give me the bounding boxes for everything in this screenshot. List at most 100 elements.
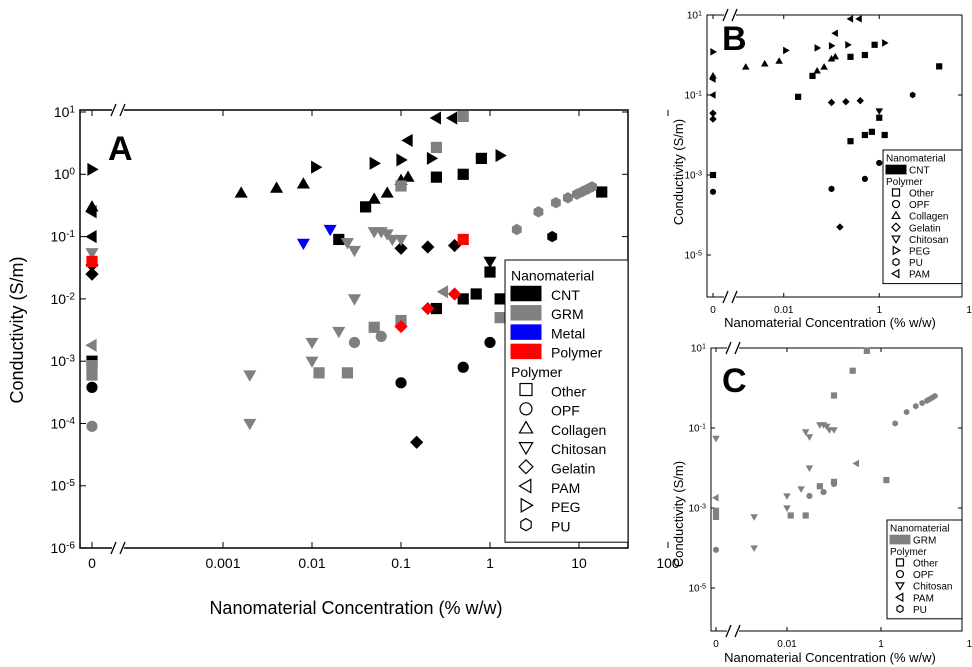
legend-label-cnt: CNT <box>551 287 580 303</box>
panel-c-letter: C <box>722 362 747 400</box>
x-tick-label-0: 0 <box>88 555 96 571</box>
legend-label-gelatin: Gelatin <box>551 460 595 476</box>
data-point-grm-other <box>863 347 870 354</box>
data-point-grm-pam <box>712 493 719 502</box>
legend-swatch-polymer <box>510 343 542 360</box>
x-axis-break-bottom-gap <box>727 627 739 635</box>
data-point-cnt-gelatin <box>394 241 408 255</box>
data-point-cnt-opf <box>86 381 98 393</box>
data-point-cnt-other <box>457 168 469 180</box>
legend-label-pu: PU <box>909 258 923 269</box>
legend-nanomaterial-title: Nanomaterial <box>511 267 594 283</box>
data-point-grm-chitosan <box>347 294 362 306</box>
legend-label-pam: PAM <box>551 480 580 496</box>
data-point-metal-chitosan <box>323 224 337 237</box>
x-tick-label-0: 0 <box>710 305 716 316</box>
data-point-grm-other <box>849 367 856 374</box>
data-point-cnt-collagen <box>367 192 381 204</box>
panel-c-y-axis-label: Conductivity (S/m) <box>671 461 686 567</box>
legend-label-other: Other <box>551 383 586 399</box>
data-point-grm-other <box>430 141 443 154</box>
data-point-cnt-other <box>861 51 868 59</box>
panel-b-x-axis-label: Nanomaterial Concentration (% w/w) <box>724 315 936 330</box>
data-point-cnt-pam <box>831 29 838 38</box>
data-point-grm-chitosan <box>243 418 257 431</box>
data-point-cnt-other <box>470 288 482 300</box>
y-tick-label-3: 10-5 <box>688 581 706 594</box>
legend-marker-collagen <box>891 210 901 220</box>
legend-label-other: Other <box>909 189 935 200</box>
legend-polymer-title: Polymer <box>511 364 563 380</box>
legend-label-peg: PEG <box>909 247 930 258</box>
data-point-cnt-other <box>457 293 469 305</box>
data-point-cnt-gelatin <box>410 435 424 449</box>
data-point-cnt-peg <box>814 44 822 52</box>
legend-label-pam: PAM <box>913 593 934 604</box>
legend-label-opf: OPF <box>909 200 930 211</box>
legend-nanomaterial-title: Nanomaterial <box>890 524 949 535</box>
legend-swatch-metal <box>510 324 542 340</box>
data-point-grm-chitosan <box>805 465 814 472</box>
data-point-grm-pam <box>85 338 97 352</box>
panel-a-points <box>85 110 608 449</box>
legend-polymer-title: Polymer <box>886 177 923 188</box>
data-point-grm-opf <box>806 492 813 500</box>
data-point-cnt-chitosan <box>483 256 497 269</box>
x-axis-break-bottom-mark-left <box>725 624 732 638</box>
x-tick-label-1: 0.001 <box>205 555 240 571</box>
data-point-cnt-pam <box>846 15 854 23</box>
data-point-grm-opf <box>712 546 720 553</box>
data-point-cnt-opf <box>457 361 469 373</box>
x-tick-label-2: 1 <box>878 639 884 650</box>
data-point-grm-other <box>816 483 823 490</box>
data-point-grm-other <box>86 369 98 381</box>
legend-marker-pam <box>518 478 532 494</box>
legend-marker-other <box>891 188 901 197</box>
y-tick-label-1: 100 <box>54 166 76 182</box>
x-axis-break-bottom-mark-right <box>734 624 741 638</box>
data-point-metal-chitosan <box>296 238 310 251</box>
data-point-cnt-gelatin <box>85 267 99 281</box>
data-point-grm-chitosan <box>750 545 758 552</box>
data-point-grm-opf <box>820 488 827 496</box>
data-point-cnt-collagen <box>741 63 750 70</box>
legend-swatch-grm <box>889 534 911 545</box>
data-point-cnt-other <box>596 186 608 198</box>
data-point-grm-other <box>712 507 720 514</box>
x-tick-label-3: 100 <box>966 305 972 316</box>
data-point-cnt-peg <box>311 160 323 174</box>
x-tick-label-3: 100 <box>967 639 972 650</box>
data-point-grm-chitosan <box>750 514 758 521</box>
data-point-cnt-gelatin <box>421 240 435 254</box>
data-point-grm-chitosan <box>822 423 831 431</box>
data-point-grm-other <box>368 321 380 333</box>
legend-label-peg: PEG <box>551 499 581 515</box>
data-point-polymer-gelatin <box>447 287 462 301</box>
data-point-grm-pu <box>932 392 938 400</box>
y-tick-label-2: 10-3 <box>688 501 706 514</box>
data-point-cnt-pam <box>401 133 413 147</box>
panel-c-frame <box>710 347 963 632</box>
x-axis-break-top-mark-right <box>731 8 738 22</box>
x-axis-break-bottom-gap <box>724 293 736 301</box>
data-point-cnt-other <box>430 171 443 183</box>
data-point-grm-chitosan <box>825 427 834 434</box>
data-point-cnt-other <box>876 114 883 121</box>
legend-label-pam: PAM <box>909 270 930 281</box>
data-point-grm-pu <box>587 181 597 193</box>
y-tick-label-0: 101 <box>687 8 702 21</box>
legend-label-grm: GRM <box>551 306 584 322</box>
legend-marker-pu <box>892 257 900 267</box>
panel-c-x-axis-label: Nanomaterial Concentration (% w/w) <box>724 650 936 665</box>
data-point-grm-chitosan <box>797 486 805 493</box>
data-point-cnt-other <box>871 41 878 48</box>
x-tick-label-2: 0.01 <box>298 555 325 571</box>
data-point-cnt-other <box>475 152 487 164</box>
data-point-cnt-pu <box>909 91 916 99</box>
legend-swatch-grm <box>510 305 542 321</box>
data-point-cnt-other <box>868 128 875 135</box>
data-point-cnt-collagen <box>380 186 394 198</box>
data-point-cnt-pam <box>85 230 97 244</box>
legend-marker-opf <box>519 402 533 416</box>
